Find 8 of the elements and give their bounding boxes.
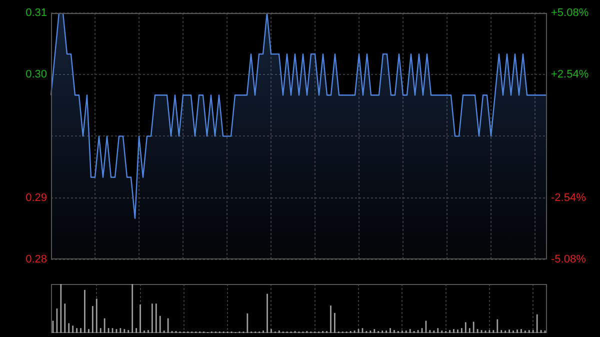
- y2-tick-label: -2.54%: [551, 192, 586, 204]
- y-tick-label: 0.30: [26, 68, 47, 81]
- y-tick-label: 0.31: [26, 7, 47, 20]
- y2-tick-label: -5.08%: [551, 253, 586, 266]
- y2-tick-label: +2.54%: [551, 68, 589, 81]
- y-tick-label: 0.28: [26, 253, 47, 266]
- y2-tick-label: +5.08%: [551, 7, 589, 20]
- y-tick-label: 0.29: [26, 192, 47, 204]
